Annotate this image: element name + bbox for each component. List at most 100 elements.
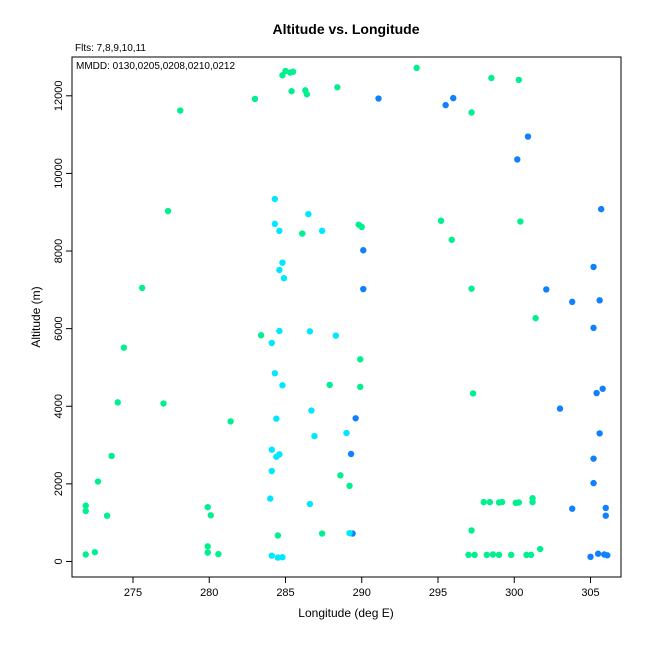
- data-point: [274, 532, 282, 539]
- data-point: [268, 446, 275, 453]
- plot-frame: [71, 56, 622, 578]
- data-point: [276, 327, 283, 335]
- data-point: [508, 551, 515, 559]
- data-point: [279, 259, 286, 266]
- data-point: [337, 472, 344, 479]
- data-point: [483, 551, 490, 559]
- data-point: [486, 498, 494, 506]
- data-point: [489, 551, 497, 558]
- data-point: [103, 512, 111, 519]
- data-point: [108, 452, 115, 460]
- data-point: [160, 400, 167, 407]
- data-point: [442, 101, 449, 109]
- data-point: [164, 207, 172, 215]
- data-point: [268, 339, 275, 347]
- data-point: [569, 298, 576, 306]
- y-tick-label: 8000: [53, 239, 65, 263]
- y-tick-label: 2000: [53, 472, 65, 496]
- data-point: [303, 91, 311, 98]
- data-point: [318, 530, 326, 537]
- y-tick-label: 0: [53, 558, 65, 564]
- data-point: [251, 95, 259, 103]
- x-tick-label: 285: [276, 587, 294, 599]
- chart-title: Altitude vs. Longitude: [273, 21, 420, 37]
- data-point: [215, 550, 222, 558]
- x-tick-label: 290: [353, 587, 371, 599]
- x-tick-label: 300: [505, 587, 523, 599]
- data-point: [360, 247, 367, 254]
- x-tick-label: 305: [581, 587, 599, 599]
- data-point: [289, 68, 297, 75]
- data-point: [138, 284, 146, 292]
- data-point: [480, 498, 487, 506]
- x-axis: 275 280 285 290 295 300 305: [124, 577, 600, 599]
- data-point: [280, 274, 288, 282]
- data-point: [590, 479, 597, 487]
- data-point: [468, 527, 475, 534]
- data-point: [308, 407, 315, 414]
- data-point: [276, 266, 283, 274]
- data-point: [204, 543, 211, 550]
- data-point: [318, 227, 326, 235]
- data-point: [271, 370, 279, 377]
- data-point: [569, 505, 576, 512]
- data-point: [279, 382, 286, 389]
- data-point: [120, 344, 128, 351]
- data-point: [274, 554, 282, 561]
- data-point: [536, 545, 544, 553]
- data-point: [514, 156, 521, 163]
- data-point: [299, 230, 306, 237]
- data-point: [471, 551, 478, 559]
- data-point: [94, 478, 102, 485]
- data-point: [273, 415, 280, 422]
- data-point: [532, 314, 539, 322]
- data-point: [357, 356, 364, 363]
- data-point: [346, 529, 353, 537]
- data-point: [602, 512, 609, 519]
- data-point: [517, 218, 524, 225]
- data-point: [488, 74, 495, 82]
- data-point: [82, 507, 89, 515]
- y-tick-label: 12000: [53, 81, 65, 112]
- x-tick-label: 280: [200, 587, 218, 599]
- data-point: [450, 94, 457, 102]
- data-point: [276, 227, 283, 235]
- data-point: [204, 549, 211, 556]
- data-point: [515, 499, 523, 506]
- data-point: [465, 551, 472, 559]
- data-point: [596, 430, 603, 437]
- x-tick-label: 295: [429, 587, 447, 599]
- data-point: [177, 107, 184, 114]
- data-point: [267, 495, 274, 502]
- data-point: [306, 328, 314, 335]
- data-point: [590, 455, 597, 462]
- data-point: [271, 220, 279, 228]
- data-point: [360, 285, 367, 293]
- data-point: [358, 223, 365, 231]
- data-point: [448, 236, 455, 243]
- data-point: [590, 263, 597, 271]
- data-point: [437, 217, 445, 224]
- data-point: [332, 332, 340, 339]
- data-point: [599, 385, 606, 392]
- data-point: [268, 552, 275, 559]
- data-point: [82, 502, 89, 509]
- data-point: [515, 76, 523, 84]
- data-point: [305, 210, 312, 218]
- y-tick-label: 10000: [53, 158, 65, 189]
- data-point: [357, 383, 364, 391]
- data-point: [594, 550, 602, 557]
- y-tick-label: 4000: [53, 394, 65, 418]
- data-point: [311, 432, 318, 440]
- data-point: [498, 498, 506, 506]
- data-point: [207, 512, 214, 519]
- data-point: [590, 324, 597, 332]
- data-point: [276, 451, 283, 458]
- data-point: [596, 297, 603, 304]
- data-point: [91, 548, 99, 556]
- data-point: [413, 64, 420, 72]
- data-point: [227, 418, 234, 425]
- data-point: [593, 389, 600, 397]
- y-tick-label: 6000: [53, 316, 65, 340]
- data-point: [556, 405, 564, 412]
